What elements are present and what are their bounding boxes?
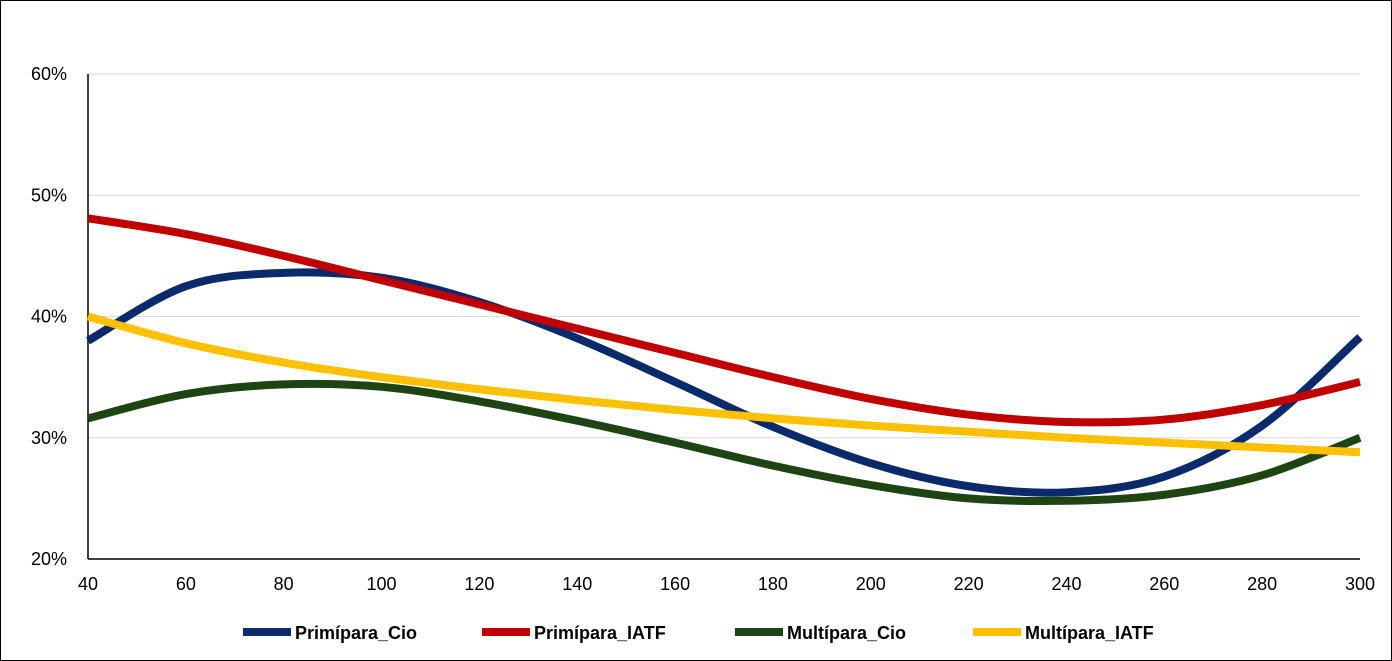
series-lines <box>86 214 1363 506</box>
x-tick-label: 40 <box>78 574 98 594</box>
x-tick-label: 220 <box>954 574 984 594</box>
legend-label: Multípara_IATF <box>1025 623 1154 643</box>
series-line-1 <box>86 268 1363 497</box>
legend: Primípara_Cio Primípara_IATF Multípara_Cio… <box>243 623 1154 643</box>
y-tick-label: 40% <box>31 307 67 327</box>
x-tick-label: 100 <box>367 574 397 594</box>
x-tick-label: 120 <box>464 574 494 594</box>
series-line-3 <box>87 379 1362 506</box>
legend-item: Multípara_Cio <box>735 623 906 643</box>
y-tick-label: 30% <box>31 428 67 448</box>
legend-item: Primípara_IATF <box>482 623 666 643</box>
gridlines <box>88 73 1360 439</box>
x-tick-label: 140 <box>562 574 592 594</box>
x-tick-label: 80 <box>274 574 294 594</box>
x-tick-label: 280 <box>1247 574 1277 594</box>
y-tick-label: 60% <box>31 64 67 84</box>
x-tick-label: 160 <box>660 574 690 594</box>
x-tick-label: 300 <box>1345 574 1375 594</box>
legend-label: Primípara_IATF <box>534 623 666 643</box>
x-tick-label: 240 <box>1051 574 1081 594</box>
y-tick-label: 20% <box>31 549 67 569</box>
legend-item: Primípara_Cio <box>243 623 417 643</box>
x-tick-label: 200 <box>856 574 886 594</box>
x-tick-label: 260 <box>1149 574 1179 594</box>
series-line-2 <box>87 214 1361 427</box>
x-tick-label: 180 <box>758 574 788 594</box>
x-axis-ticks: 40 60 80 100 120 140 160 180 200 220 240 260 280 300 <box>78 574 1375 594</box>
legend-label: Primípara_Cio <box>295 623 417 643</box>
series-line-4 <box>86 312 1361 457</box>
y-axis-ticks: 20% 30% 40% 50% 60% <box>31 64 67 569</box>
legend-item: Multípara_IATF <box>973 623 1154 643</box>
y-tick-label: 50% <box>31 185 67 205</box>
legend-label: Multípara_Cio <box>787 623 906 643</box>
x-tick-label: 60 <box>176 574 196 594</box>
